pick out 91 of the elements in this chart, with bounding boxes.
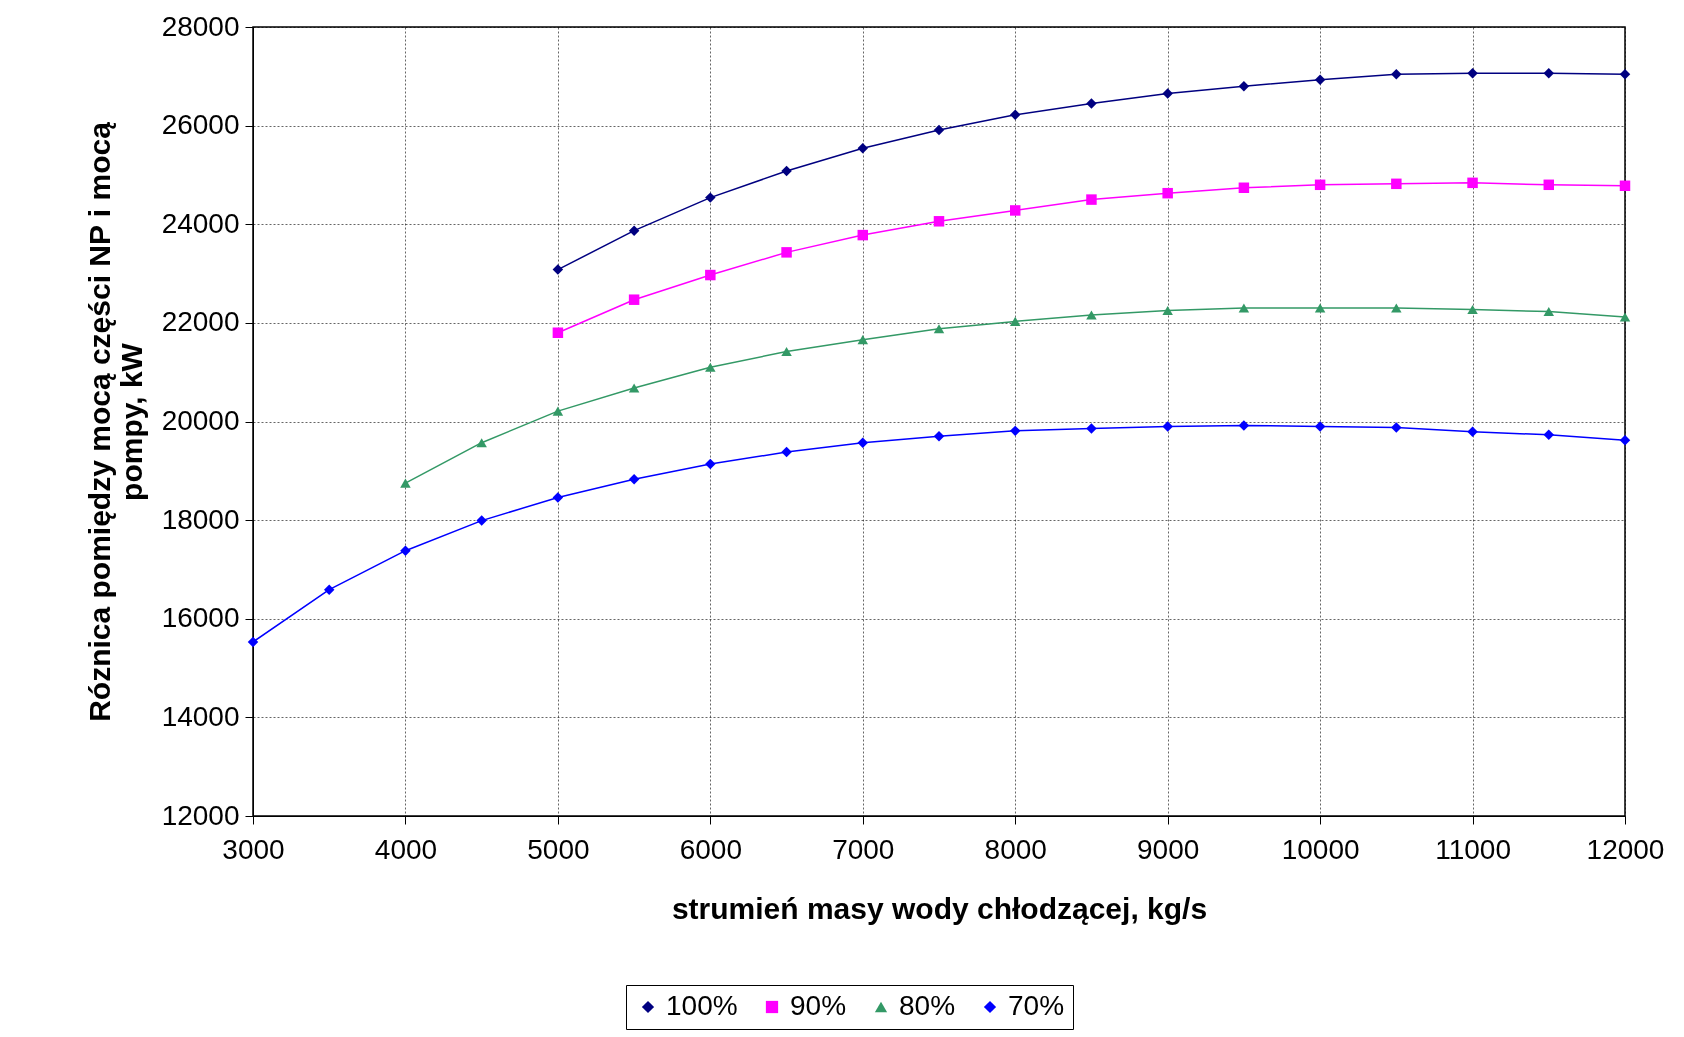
point [1467, 177, 1478, 189]
point [400, 545, 411, 556]
point [1619, 180, 1631, 192]
y-axis-title: Róznica pomiędzy mocą części NP i mocą pompy, kW [82, 121, 148, 722]
point [552, 406, 564, 416]
y-tick-label: 22000 [161, 306, 240, 338]
y-tick-label: 16000 [161, 602, 240, 634]
point [705, 269, 716, 281]
point [1238, 303, 1250, 313]
point [1009, 205, 1021, 216]
point [1086, 194, 1097, 205]
point [1391, 178, 1402, 190]
point [1314, 179, 1326, 191]
point [933, 216, 945, 227]
point [400, 478, 411, 488]
point [323, 584, 335, 595]
point [1391, 69, 1402, 80]
point [781, 247, 792, 258]
point [1467, 68, 1478, 79]
x-tick-label: 7000 [832, 833, 895, 865]
x-tick-label: 5000 [527, 833, 590, 865]
point [1086, 310, 1097, 320]
point [476, 515, 487, 526]
y-tick-label: 24000 [161, 207, 240, 239]
point [1238, 80, 1250, 92]
legend-label: 90% [790, 990, 847, 1021]
point [857, 437, 869, 448]
point [857, 229, 869, 241]
point [933, 324, 945, 334]
point [1619, 312, 1631, 322]
point [552, 264, 564, 275]
point [552, 492, 564, 503]
y-tick-label: 14000 [161, 700, 240, 732]
point [628, 225, 640, 236]
point [1467, 305, 1478, 315]
point [857, 335, 869, 345]
x-tick-label: 9000 [1137, 833, 1200, 865]
point [781, 346, 792, 357]
point [705, 192, 716, 203]
y-tick-label: 28000 [161, 10, 240, 42]
point [1086, 423, 1097, 434]
point [1162, 88, 1173, 99]
point [1009, 109, 1021, 121]
y-tick-label: 20000 [161, 405, 240, 436]
point [933, 124, 945, 136]
point [781, 165, 792, 177]
point [1238, 420, 1250, 431]
x-tick-label: 12000 [1586, 833, 1665, 865]
point [1391, 303, 1402, 313]
point [476, 438, 487, 448]
legend-label: 70% [1008, 990, 1065, 1021]
x-tick-label: 3000 [222, 833, 285, 865]
point [1162, 421, 1173, 432]
point [628, 473, 640, 485]
point [628, 294, 640, 305]
y-tick-label: 12000 [161, 799, 240, 831]
point [1238, 182, 1250, 193]
point [933, 431, 945, 442]
point [628, 383, 640, 393]
y-tick-label: 26000 [161, 109, 240, 141]
x-tick-label: 10000 [1281, 833, 1360, 865]
legend-label: 100% [666, 990, 738, 1021]
legend-label: 80% [899, 990, 956, 1021]
point [1009, 316, 1021, 326]
x-tick-label: 11000 [1435, 833, 1511, 865]
point [1467, 426, 1478, 438]
point [552, 327, 564, 338]
point [705, 458, 716, 470]
point [705, 362, 716, 372]
point [1391, 422, 1402, 433]
point [1543, 306, 1555, 317]
point [1619, 434, 1631, 446]
x-tick-label: 4000 [374, 833, 438, 865]
point [1543, 429, 1555, 441]
point [247, 636, 259, 648]
y-tick-label: 18000 [161, 503, 240, 535]
x-tick-label: 6000 [679, 833, 742, 865]
point [1314, 303, 1326, 313]
point [1619, 69, 1631, 80]
point [1314, 421, 1326, 432]
point [1162, 306, 1173, 316]
point [1009, 425, 1021, 437]
x-tick-label: 8000 [984, 833, 1047, 865]
point [1162, 187, 1173, 199]
point [1543, 179, 1555, 191]
point [1086, 98, 1097, 109]
x-axis-title: strumień masy wody chłodzącej, kg/s [671, 891, 1208, 925]
point [1543, 68, 1555, 79]
point [781, 446, 792, 458]
point [1314, 74, 1326, 86]
point [857, 143, 869, 154]
